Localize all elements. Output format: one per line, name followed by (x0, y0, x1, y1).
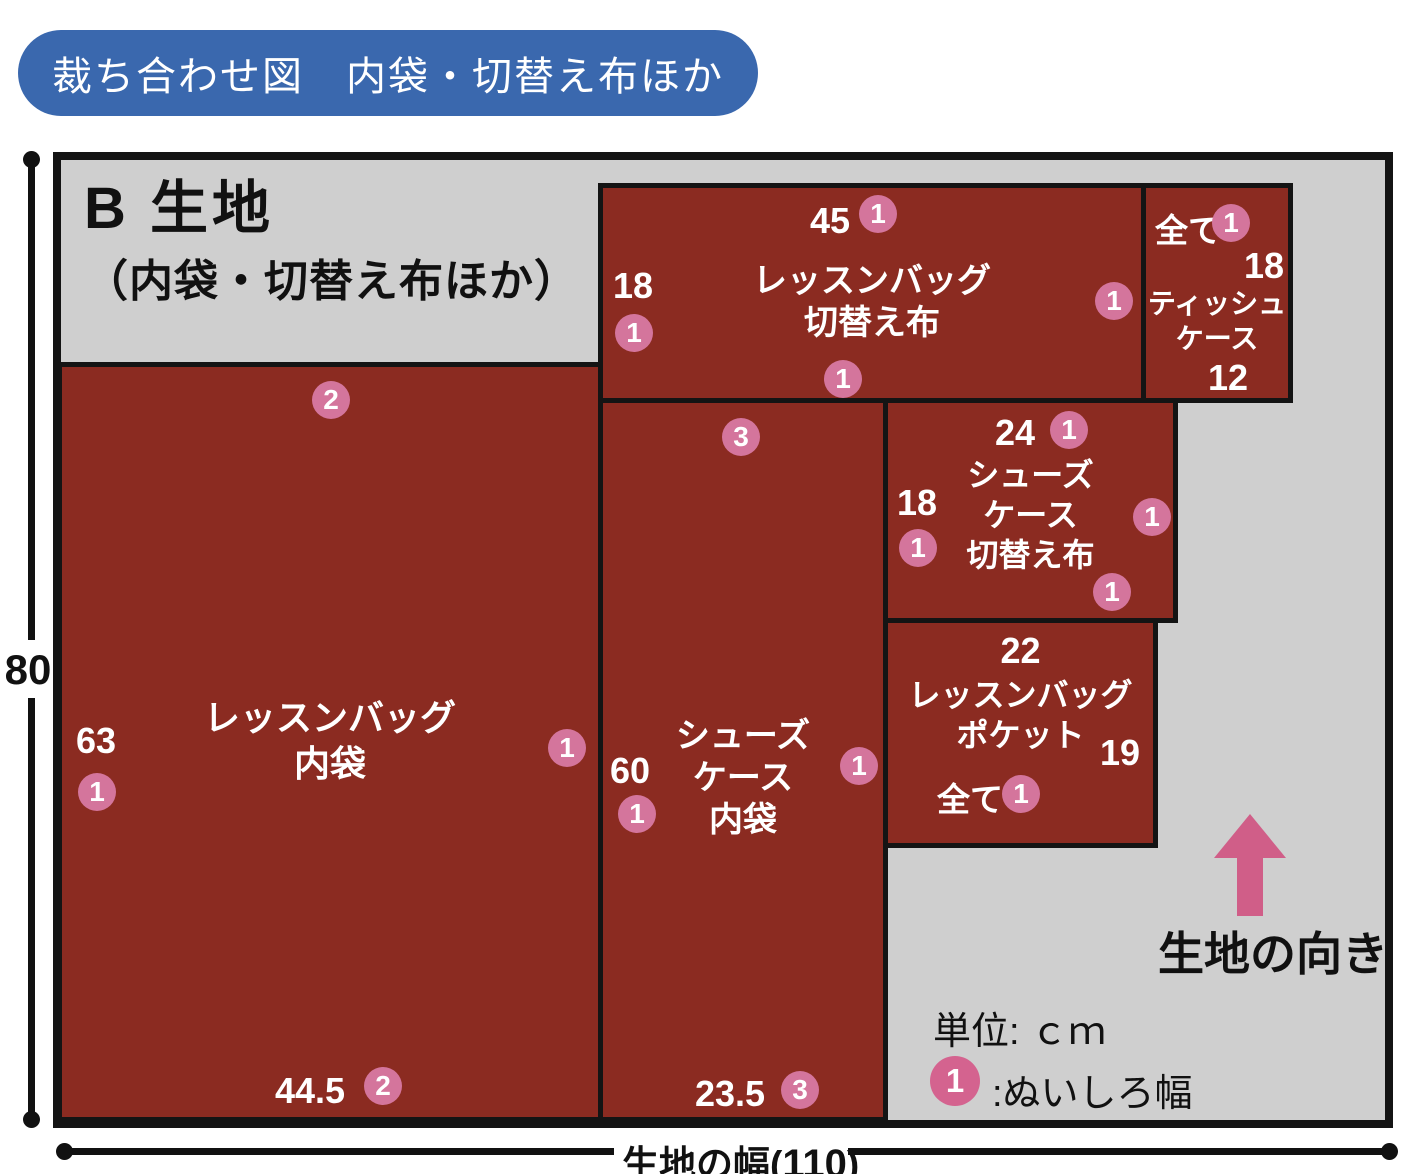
piece-name: ティッシュ ケース (1147, 288, 1287, 354)
piece-name: シューズ ケース 内袋 (675, 717, 811, 839)
piece-tissue-case: 全て 1 18 ティッシュ ケース 12 (1141, 183, 1293, 403)
piece-name: シューズ ケース 切替え布 (966, 457, 1095, 573)
dimension-width: 24 (995, 412, 1036, 453)
seam-allowance-circle: 1 (1212, 204, 1250, 242)
dimension-width: 45 (810, 200, 851, 241)
dimension-width: 22 (1000, 630, 1041, 671)
fabric-height-value: 80 (4, 646, 52, 693)
unit-label: 単位: ｃｍ (933, 1011, 1107, 1053)
dimension-endpoint-dot (23, 151, 40, 168)
title-banner: 裁ち合わせ図 内袋・切替え布ほか (18, 30, 758, 116)
dimension-height: 60 (610, 750, 651, 791)
seam-allowance-circle: 1 (1050, 411, 1088, 449)
dimension-width: 23.5 (695, 1073, 766, 1114)
seam-allowance-circle: 1 (1093, 573, 1131, 611)
fabric-label-line2: （内袋・切替え布ほか） (84, 256, 579, 306)
seam-allowance-circle: 1 (618, 795, 656, 833)
width-dimension-line (848, 1148, 1390, 1155)
piece-shoe-case-switch: 24 1 18 1 シューズ ケース 切替え布 1 1 (883, 398, 1178, 623)
dimension-endpoint-dot (56, 1143, 73, 1160)
seam-allowance-circle: 1 (824, 360, 862, 398)
dimension-width: 44.5 (275, 1070, 346, 1111)
piece-lesson-bag-pocket: 22 レッスンバッグ ポケット 19 全て 1 (883, 618, 1158, 848)
seam-allowance-circle: 1 (859, 195, 897, 233)
seam-allowance-circle: 1 (1002, 775, 1040, 813)
seam-allowance-circle: 1 (840, 747, 878, 785)
seam-allowance-circle: 2 (312, 381, 350, 419)
height-dimension-line (28, 158, 35, 640)
seam-allowance-circle: 1 (1133, 498, 1171, 536)
fabric-width-value: 110 (782, 1142, 847, 1174)
dimension-height: 63 (76, 720, 117, 761)
seam-allowance-circle: 1 (899, 529, 937, 567)
width-dimension-line (62, 1148, 614, 1155)
seam-allowance-label: :ぬいしろ幅 (992, 1073, 1193, 1115)
piece-shoe-case-lining: 3 シューズ ケース 内袋 60 1 1 23.5 3 (598, 398, 888, 1122)
piece-name: レッスンバッグ 内袋 (203, 697, 456, 784)
title-banner-text: 裁ち合わせ図 内袋・切替え布ほか (52, 55, 724, 99)
seam-allowance-circle: 2 (364, 1067, 402, 1105)
height-dimension-line (28, 698, 35, 1122)
seam-allowance-circle: 1 (78, 773, 116, 811)
seam-allowance-circle: 1 (1095, 282, 1133, 320)
dimension-endpoint-dot (1381, 1143, 1398, 1160)
dimension-height: 18 (1243, 245, 1284, 286)
dimension-height: 18 (897, 482, 938, 523)
dimension-endpoint-dot (23, 1111, 40, 1128)
seam-allowance-circle: 3 (722, 418, 760, 456)
piece-name: レッスンバッグ ポケット (908, 677, 1133, 753)
fabric-label-line1: B 生地 (84, 176, 275, 241)
piece-name: レッスンバッグ 切替え布 (753, 262, 991, 342)
seam-allowance-circle: 3 (781, 1071, 819, 1109)
dimension-height: 18 (613, 265, 654, 306)
fabric-label: B 生地 （内袋・切替え布ほか） (84, 176, 579, 307)
fabric-direction-label: 生地の向き (1158, 928, 1388, 980)
dimension-height: 19 (1100, 732, 1141, 773)
all-seams-label: 全て (1155, 212, 1221, 249)
seam-allowance-circle: 1 (548, 729, 586, 767)
seam-allowance-circle: 1 (930, 1056, 980, 1106)
dimension-width: 12 (1208, 357, 1249, 398)
seam-allowance-circle: 1 (615, 314, 653, 352)
piece-lesson-bag-switch: 45 1 18 1 レッスンバッグ 切替え布 1 1 (598, 183, 1146, 403)
all-seams-label: 全て (937, 781, 1003, 818)
piece-lesson-bag-lining: 2 レッスンバッグ 内袋 63 1 1 44.5 2 (57, 362, 603, 1122)
fabric-width-label: 生地の幅(110) (622, 1134, 859, 1174)
